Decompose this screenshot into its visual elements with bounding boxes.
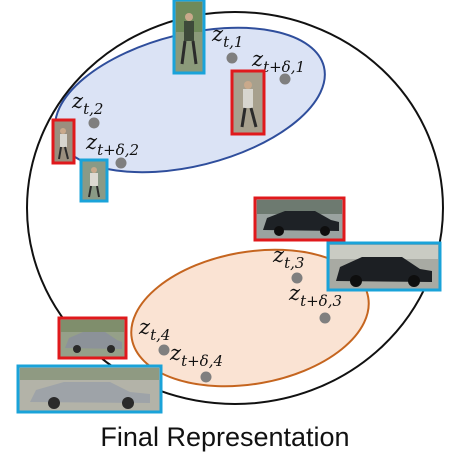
vehicle-thumb-t3 [255,198,344,240]
point-z-t-2 [89,118,100,129]
point-z-t-4 [159,345,170,356]
point-z-t-delta-2 [116,158,127,169]
pedestrian-thumb-t-delta-1 [232,71,264,134]
point-z-t-delta-4 [201,372,212,383]
vehicle-thumb-t4 [59,318,126,358]
diagram-caption: Final Representation [100,422,349,452]
point-z-t-1 [227,53,238,64]
vehicle-thumb-t-delta-3 [328,243,440,290]
pedestrian-thumb-t1 [174,0,204,73]
point-z-t-delta-3 [320,313,331,324]
pedestrian-thumb-t2 [53,120,74,163]
pedestrian-thumb-t-delta-2 [81,160,107,201]
vehicle-thumb-t-delta-4 [18,366,161,412]
